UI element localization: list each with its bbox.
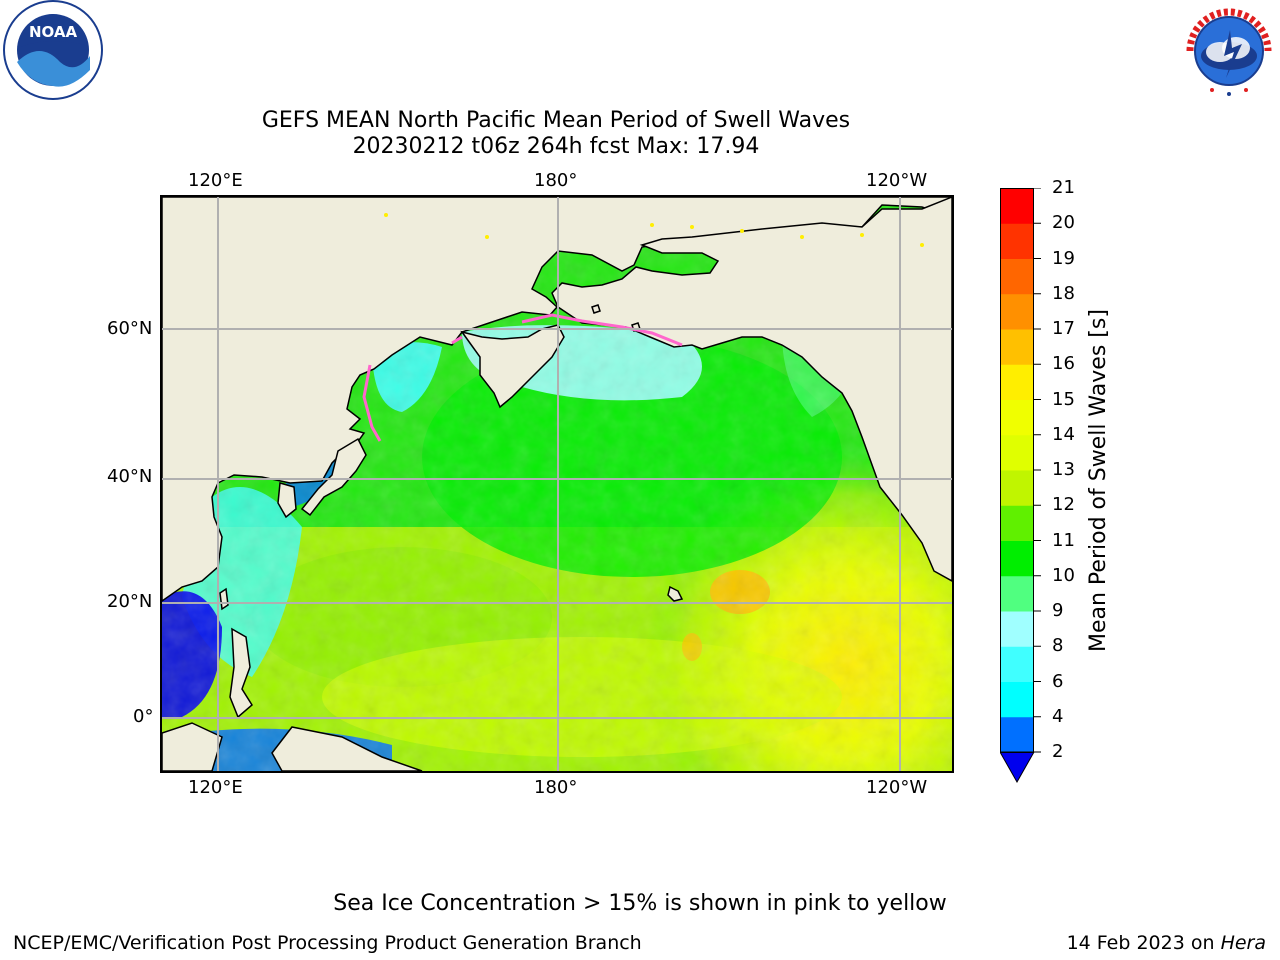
colorbar-tick-label: 17 — [1052, 318, 1075, 339]
graticule — [162, 197, 952, 771]
ice-note: Sea Ice Concentration > 15% is shown in … — [333, 891, 947, 916]
map-canvas — [162, 197, 952, 771]
colorbar-tick-label: 16 — [1052, 353, 1075, 375]
colorbar-bin — [1000, 646, 1034, 682]
lon-label-bottom-180: 180° — [534, 777, 578, 798]
lon-label-top-180: 180° — [534, 170, 578, 191]
taiwan — [219, 587, 229, 611]
colorbar-bin — [1000, 681, 1034, 718]
colorbar-tick-label: 18 — [1052, 282, 1075, 304]
footer-credit: NCEP/EMC/Verification Post Processing Pr… — [13, 932, 642, 954]
footer-date: 14 Feb 2023 on Hera — [1067, 932, 1266, 954]
land-masses — [162, 197, 952, 771]
lat-label-20n: 20°N — [107, 591, 153, 612]
colorbar-bin — [1000, 188, 1034, 224]
footer-machine: Hera — [1220, 932, 1266, 954]
noaa-logo-text: NOAA — [29, 23, 78, 41]
colorbar-bin — [1000, 434, 1034, 471]
lat-label-40n: 40°N — [107, 466, 153, 487]
korea — [277, 482, 297, 519]
colorbar-tick-label: 10 — [1052, 564, 1075, 586]
colorbar-svg — [999, 187, 1041, 784]
lon-label-bottom-120w: 120°W — [866, 777, 928, 798]
colorbar-bin — [1000, 364, 1034, 400]
colorbar-tick-label: 21 — [1052, 177, 1075, 198]
lat-label-0: 0° — [133, 706, 154, 727]
lat-label-60n: 60°N — [107, 318, 153, 339]
colorbar-bin — [1000, 293, 1034, 330]
colorbar-tick-label: 6 — [1052, 670, 1064, 692]
colorbar-under-triangle — [999, 751, 1035, 784]
kamchatka — [460, 324, 565, 409]
lon-label-top-120w: 120°W — [866, 170, 928, 191]
colorbar-bin — [1000, 258, 1034, 295]
noaa-logo: NOAA — [0, 0, 106, 102]
colorbar-tick-label: 20 — [1052, 212, 1075, 234]
colorbar-frame — [1000, 188, 1034, 753]
colorbar-tick-label: 13 — [1052, 459, 1075, 480]
page-title: GEFS MEAN North Pacific Mean Period of S… — [261, 108, 851, 133]
new-guinea — [271, 726, 423, 771]
colorbar-tick-label: 8 — [1052, 635, 1064, 657]
colorbar-bin — [1000, 575, 1034, 612]
nws-logo — [1178, 0, 1280, 102]
page-subtitle: 20230212 t06z 264h fcst Max: 17.94 — [352, 134, 760, 159]
colorbar-bin — [1000, 505, 1034, 541]
arctic-ice-dots — [384, 213, 924, 247]
colorbar-bin — [1000, 716, 1034, 753]
colorbar-tick-label: 19 — [1052, 247, 1075, 269]
colorbar-tick-label: 11 — [1052, 529, 1075, 551]
colorbar — [999, 187, 1041, 788]
colorbar-title: Mean Period of Swell Waves [s] — [1086, 309, 1111, 652]
colorbar-bin — [1000, 223, 1034, 259]
lon-label-bottom-120e: 120°E — [188, 777, 243, 798]
colorbar-tick-label: 4 — [1052, 705, 1064, 727]
colorbar-tick-label: 9 — [1052, 600, 1064, 621]
swell-period-map — [160, 195, 954, 773]
colorbar-tick-label: 14 — [1052, 423, 1075, 445]
footer-date-text: 14 Feb 2023 on — [1066, 932, 1221, 954]
hawaii — [667, 585, 684, 602]
colorbar-tick-label: 2 — [1052, 741, 1064, 762]
colorbar-bin — [1000, 611, 1034, 647]
colorbar-bin — [1000, 470, 1034, 506]
colorbar-bin — [1000, 540, 1034, 577]
colorbar-bin — [1000, 399, 1034, 436]
sea-ice-edge — [362, 313, 683, 442]
japan — [300, 437, 367, 517]
colorbar-bin — [1000, 329, 1034, 365]
philippines — [229, 627, 253, 719]
colorbar-tick-label: 12 — [1052, 494, 1075, 516]
colorbar-tick-label: 15 — [1052, 388, 1075, 410]
lon-label-top-120e: 120°E — [188, 170, 243, 191]
